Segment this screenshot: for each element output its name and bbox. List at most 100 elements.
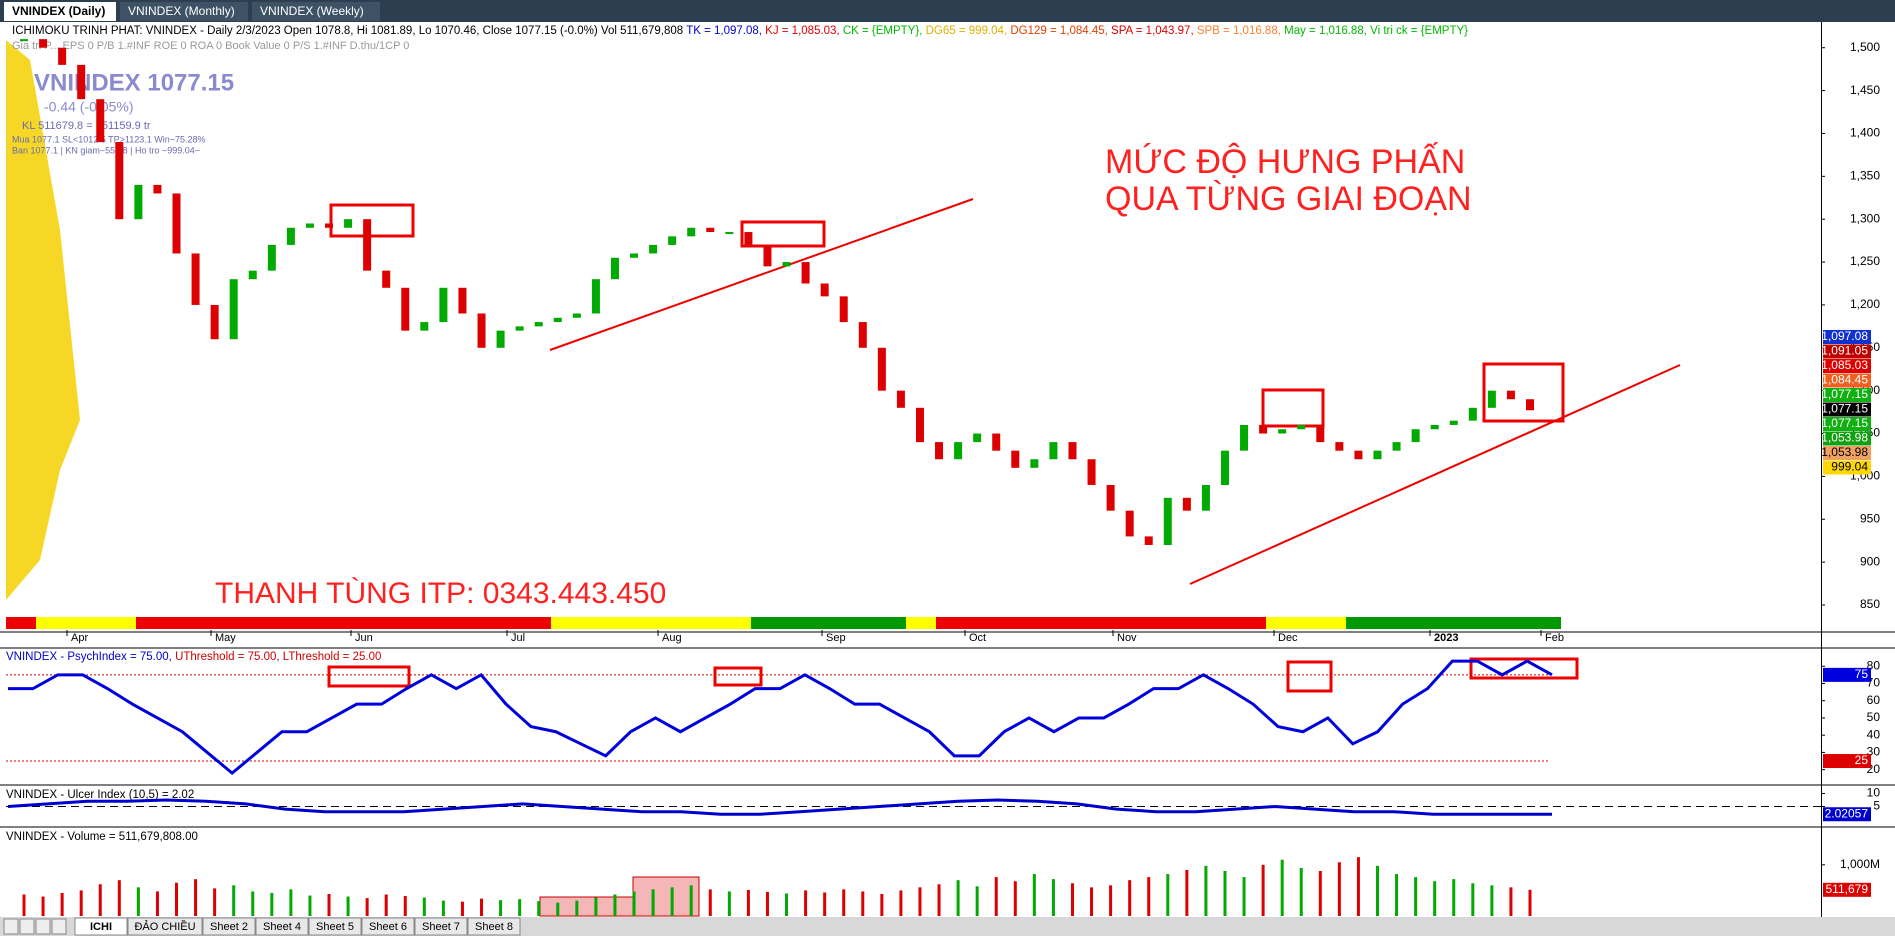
sheet-tab-label[interactable]: Sheet 6	[369, 921, 407, 933]
volume-bar	[346, 896, 350, 916]
y-tick-label: 1,000M	[1840, 857, 1880, 871]
volume-bar	[175, 882, 179, 916]
sheet-tab[interactable]	[361, 917, 415, 936]
volume-bar	[1109, 885, 1113, 916]
candle	[58, 47, 67, 65]
volume-bar	[422, 897, 426, 916]
candle	[1411, 429, 1420, 443]
candle	[591, 279, 600, 314]
tab[interactable]	[252, 2, 380, 21]
tab-label[interactable]: VNINDEX (Weekly)	[260, 4, 364, 18]
title-part: UThreshold = 75.00,	[175, 651, 283, 663]
volume-bar	[956, 880, 960, 916]
sheet-tab[interactable]	[255, 917, 309, 936]
candle	[458, 287, 467, 314]
candle	[496, 330, 505, 348]
sheet-tab-label[interactable]: Sheet 2	[210, 921, 248, 933]
volume-bar	[1337, 862, 1341, 916]
x-tick-label: May	[215, 632, 236, 644]
candle	[1316, 424, 1325, 443]
sheet-tab[interactable]	[308, 917, 362, 936]
volume-bar	[1509, 887, 1513, 916]
sheet-tab[interactable]	[467, 917, 521, 936]
volume-bar	[1414, 877, 1418, 916]
volume-bar	[136, 887, 140, 916]
tab-bar	[0, 0, 1895, 22]
candle	[1144, 536, 1153, 545]
candle	[801, 262, 810, 284]
candle	[915, 407, 924, 443]
volume-bar	[1166, 874, 1170, 916]
axis-label: 511,679	[1826, 882, 1869, 896]
sheet-tab-label[interactable]: Sheet 8	[475, 921, 513, 933]
tab[interactable]	[4, 2, 116, 21]
candle	[1487, 390, 1496, 408]
candle	[1259, 424, 1268, 434]
header-item: KJ = 1,085.03,	[765, 25, 843, 37]
regime-strip	[936, 617, 1266, 629]
candle	[725, 232, 734, 235]
y-tick-label: 10	[1867, 786, 1881, 800]
volume-bar	[918, 887, 922, 916]
header-item: DG129 = 1,084.45,	[1010, 25, 1111, 37]
volume-bar	[975, 886, 979, 916]
y-tick-label: 850	[1860, 597, 1880, 611]
volume-bar	[823, 892, 827, 916]
highlight-boxes	[327, 203, 1579, 693]
candle	[763, 244, 772, 267]
candle	[1354, 450, 1363, 460]
nav-button[interactable]	[35, 918, 51, 935]
nav-button[interactable]	[3, 918, 19, 935]
nav-button[interactable]	[19, 918, 35, 935]
candle	[1240, 424, 1249, 451]
candle	[706, 227, 715, 233]
candle	[401, 287, 410, 331]
header-item: CK = {EMPTY},	[843, 25, 926, 37]
candle	[1335, 442, 1344, 451]
x-tick-label: Jun	[355, 632, 373, 644]
sheet-tab[interactable]	[414, 917, 468, 936]
sheet-tab-label[interactable]: ICHI	[90, 921, 112, 933]
volume-bar	[842, 889, 846, 916]
candle	[1106, 484, 1115, 511]
candle	[325, 223, 334, 228]
sheet-tab-label[interactable]: Sheet 4	[263, 921, 301, 933]
sheet-tab[interactable]	[202, 917, 256, 936]
sheet-tab[interactable]	[127, 917, 203, 936]
tab[interactable]	[120, 2, 248, 21]
candle	[1278, 429, 1287, 434]
candle	[267, 244, 276, 271]
sheet-tab-label[interactable]: Sheet 7	[422, 921, 460, 933]
header-item: SPA = 1,043.97,	[1111, 25, 1197, 37]
candle	[248, 270, 257, 280]
volume-bar	[1280, 859, 1284, 916]
candle	[572, 313, 581, 318]
volume-bar	[1070, 883, 1074, 916]
candle	[973, 433, 982, 443]
x-tick-label: Nov	[1117, 632, 1137, 644]
volume-bar	[804, 890, 808, 916]
sheet-tab[interactable]	[74, 917, 128, 936]
axis-label-box	[1823, 807, 1871, 822]
candle	[877, 347, 886, 391]
panel-title: VNINDEX - PsychIndex = 75.00, UThreshold…	[6, 651, 381, 663]
tab-label[interactable]: VNINDEX (Monthly)	[128, 4, 235, 18]
sheet-tab-label[interactable]: Sheet 5	[316, 921, 354, 933]
annotation: MỨC ĐỘ HƯNG PHẤN	[1105, 143, 1465, 181]
header-item: TK = 1,097.08,	[686, 25, 765, 37]
sheet-tab-label[interactable]: ĐẢO CHIỀU	[134, 920, 195, 933]
volume-bar	[155, 891, 159, 916]
tab-label[interactable]: VNINDEX (Daily)	[12, 4, 105, 18]
annotation: QUA TỪNG GIAI ĐOẠN	[1105, 180, 1472, 218]
axis-label-box	[1823, 882, 1871, 897]
x-tick-label: Oct	[969, 632, 986, 644]
nav-button[interactable]	[51, 918, 67, 935]
price-label: 1,085.03	[1821, 358, 1868, 372]
candle	[1373, 450, 1382, 460]
regime-strip	[671, 617, 751, 629]
candle	[1182, 497, 1191, 511]
y-tick-label: 950	[1860, 511, 1880, 525]
volume-bar	[518, 899, 522, 916]
candle	[305, 223, 314, 228]
